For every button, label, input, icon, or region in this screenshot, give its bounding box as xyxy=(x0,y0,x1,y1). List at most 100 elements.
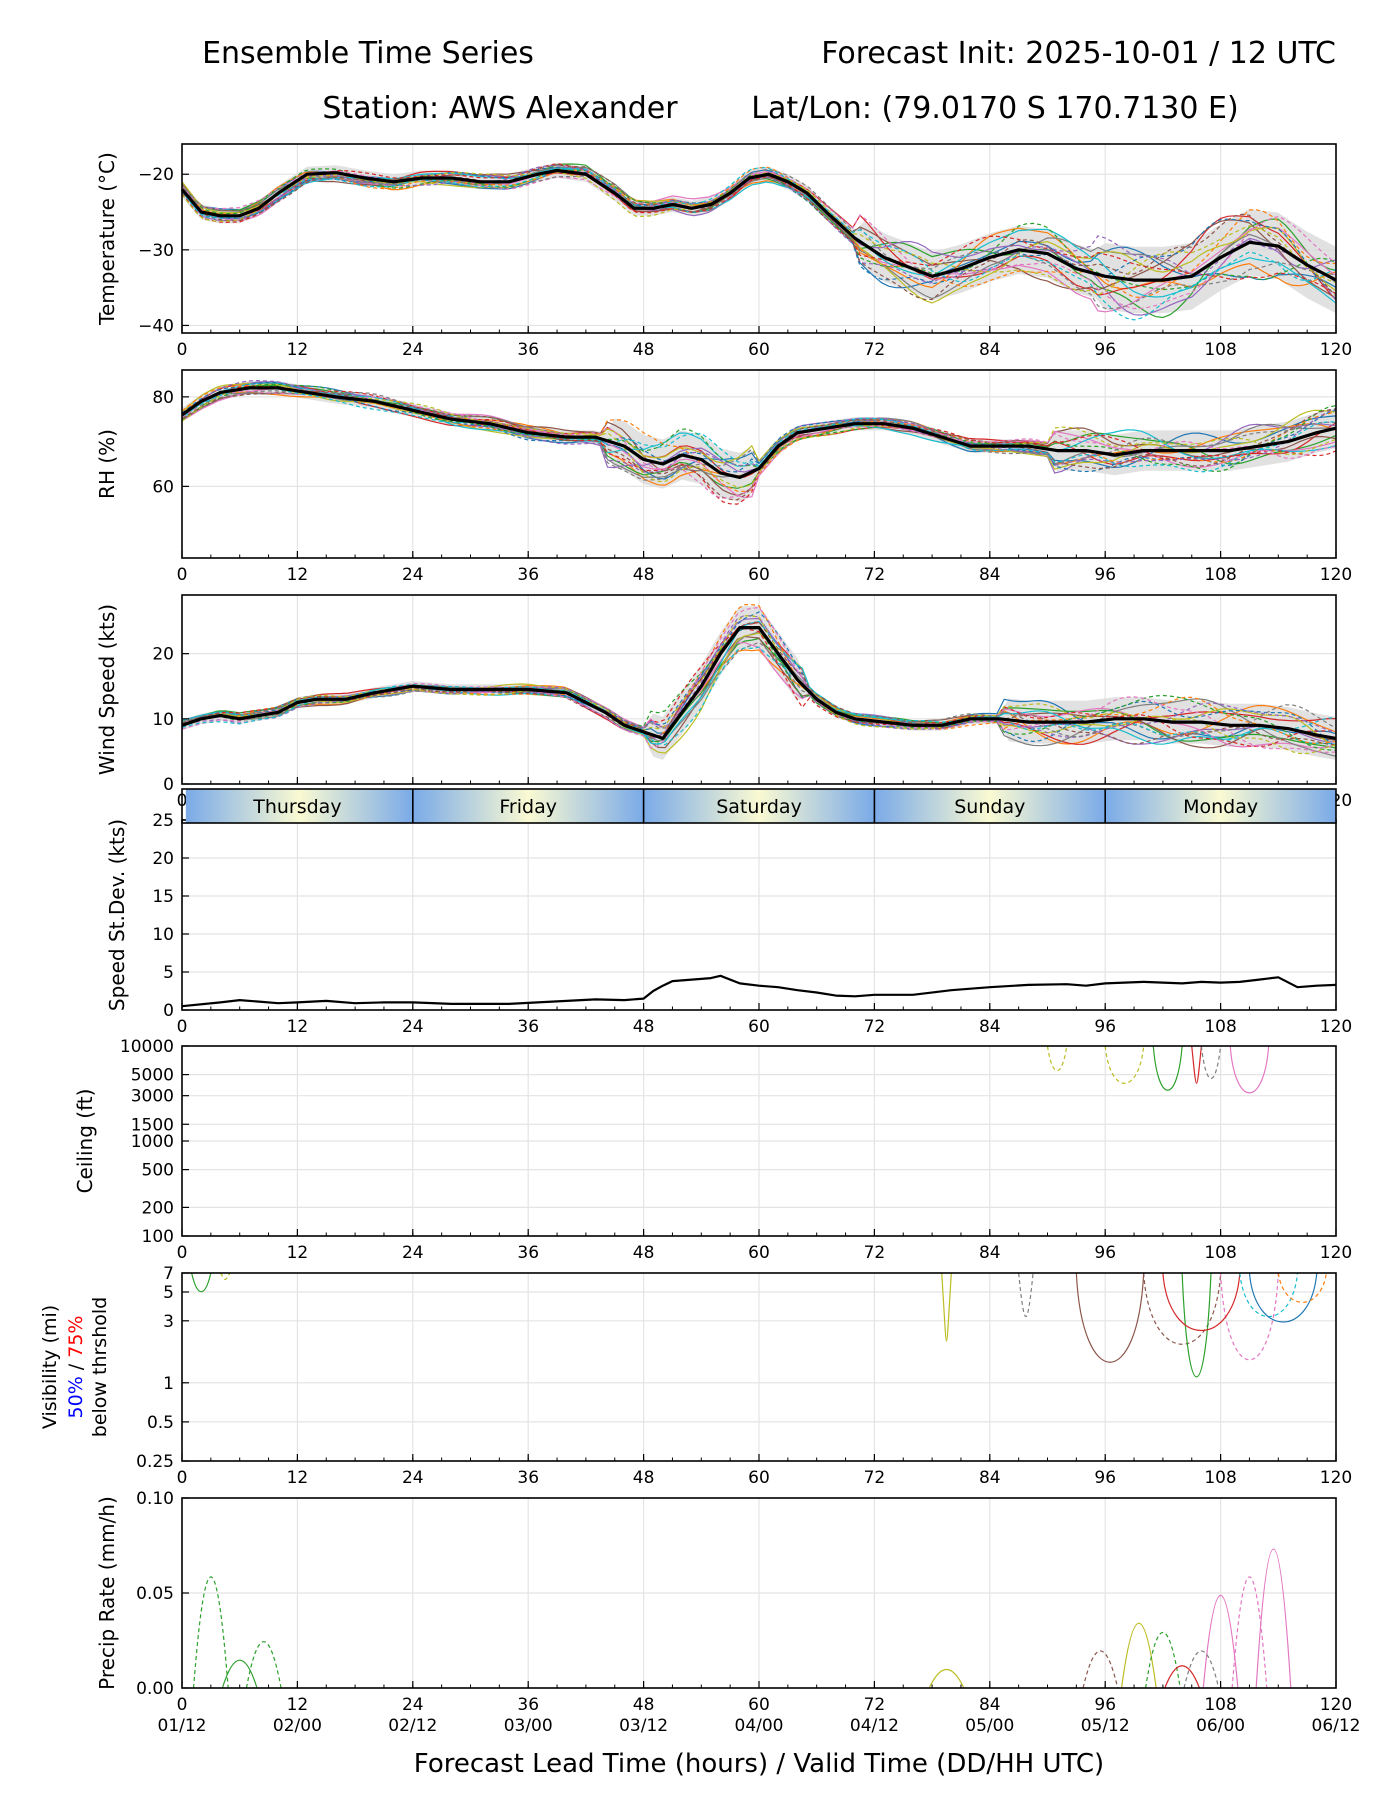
member-line-temp xyxy=(181,170,1337,310)
y-tick-label: 7 xyxy=(163,1264,174,1284)
member-line-ceiling xyxy=(1104,1045,1145,1084)
x-tick-label: 108 xyxy=(1204,1695,1236,1715)
threshold-separator: / xyxy=(65,1358,87,1376)
x-tick-label: 120 xyxy=(1320,1017,1352,1037)
x-tick-label: 0 xyxy=(177,1017,188,1037)
y-tick-label: 0.10 xyxy=(136,1489,174,1509)
title-left: Ensemble Time Series xyxy=(202,36,534,71)
x-tick-label: 24 xyxy=(402,340,424,360)
valid-time-label: 06/12 xyxy=(1312,1716,1361,1736)
y-axis-label: Visibility (mi) xyxy=(39,1305,61,1429)
y-tick-label: 10000 xyxy=(120,1037,174,1057)
x-tick-label: 36 xyxy=(517,1468,539,1488)
day-label: Saturday xyxy=(716,796,802,818)
y-tick-label: 0 xyxy=(163,775,174,795)
member-line-vis xyxy=(1075,1272,1145,1363)
y-tick-label: 10 xyxy=(152,710,174,730)
member-line-vis xyxy=(191,1272,212,1293)
spread-band-temp xyxy=(182,162,1336,314)
member-line-vis xyxy=(1277,1272,1327,1303)
member-line-rh xyxy=(181,384,1337,492)
member-line-rh xyxy=(181,382,1337,470)
x-tick-label: 12 xyxy=(287,1243,309,1263)
member-line-ceiling xyxy=(1046,1045,1068,1071)
y-tick-label: 20 xyxy=(152,849,174,869)
panels: 0 12 24 36 48 60 72 84 96 108 120−40−30−20Temperat… xyxy=(39,143,1361,1736)
x-tick-label: 96 xyxy=(1094,1468,1116,1488)
x-tick-label: 24 xyxy=(402,1468,424,1488)
y-tick-label: 60 xyxy=(152,477,174,497)
y-tick-label: −40 xyxy=(138,316,174,336)
x-tick-label: 0 xyxy=(177,1243,188,1263)
y-axis-label: Ceiling (ft) xyxy=(73,1089,97,1194)
y-tick-label: 10 xyxy=(152,925,174,945)
grid-vis xyxy=(181,1272,1337,1462)
x-tick-label: 36 xyxy=(517,565,539,585)
member-line-precip xyxy=(1231,1576,1268,1689)
member-line-vis xyxy=(1248,1272,1318,1323)
y-tick-label: 1 xyxy=(163,1374,174,1394)
x-tick-label: 0 xyxy=(177,340,188,360)
panel-ceiling: 0 12 24 36 48 60 72 84 96 108 120 100 200 500 10001500… xyxy=(73,1037,1352,1263)
member-line-precip xyxy=(245,1641,282,1689)
y-axis-label: RH (%) xyxy=(95,429,119,499)
x-tick-label: 84 xyxy=(979,565,1001,585)
panel-sd: 0 12 24 36 48 60 72 84 96 108 120 0 5 10 15 20 25 Speed S… xyxy=(105,811,1352,1037)
valid-time-label: 03/12 xyxy=(619,1716,668,1736)
x-tick-label: 120 xyxy=(1320,340,1352,360)
x-tick-label: 0 xyxy=(177,1468,188,1488)
x-tick-label: 60 xyxy=(748,1243,770,1263)
x-tick-label: 84 xyxy=(979,1695,1001,1715)
member-line-precip xyxy=(192,1576,229,1689)
member-line-precip xyxy=(1202,1595,1239,1689)
y-tick-label: 3000 xyxy=(131,1087,174,1107)
x-tick-label: 96 xyxy=(1094,1243,1116,1263)
x-tick-label: 48 xyxy=(633,1468,655,1488)
y-tick-label: 3 xyxy=(163,1312,174,1332)
x-tick-label: 12 xyxy=(287,1695,309,1715)
y-tick-label: −20 xyxy=(138,165,174,185)
member-line-precip xyxy=(221,1659,258,1689)
grid-precip xyxy=(181,1497,1337,1689)
member-line-vis xyxy=(1018,1272,1034,1317)
member-line-precip xyxy=(1120,1622,1157,1689)
y-tick-label: 5 xyxy=(163,1283,174,1303)
valid-time-label: 05/12 xyxy=(1081,1716,1130,1736)
x-tick-label: 24 xyxy=(402,1243,424,1263)
y-tick-label: 5000 xyxy=(131,1066,174,1086)
member-line-vis xyxy=(941,1272,952,1342)
x-tick-label: 60 xyxy=(748,340,770,360)
mean-line-temp xyxy=(180,168,1337,282)
member-line-precip xyxy=(928,1669,965,1689)
mean-line-wind xyxy=(181,626,1337,740)
x-tick-label: 0 xyxy=(177,1695,188,1715)
x-tick-label: 72 xyxy=(864,565,886,585)
y-tick-label: 15 xyxy=(152,887,174,907)
member-line-temp xyxy=(181,171,1337,296)
x-tick-label: 108 xyxy=(1204,1017,1236,1037)
panel-wind: 0122436486072849610812001020Wind Speed (… xyxy=(95,594,1352,811)
x-tick-label: 24 xyxy=(402,1695,424,1715)
valid-time-label: 05/00 xyxy=(965,1716,1014,1736)
member-line-vis xyxy=(1143,1272,1222,1345)
day-cell-sunday xyxy=(874,789,1106,823)
valid-time-label: 01/12 xyxy=(158,1716,207,1736)
grid-ceiling xyxy=(181,1045,1337,1237)
threshold-50: 50% xyxy=(65,1376,87,1418)
x-tick-label: 120 xyxy=(1320,1243,1352,1263)
x-tick-label: 48 xyxy=(633,565,655,585)
station-label: Station: AWS Alexander xyxy=(322,91,678,126)
member-line-temp xyxy=(181,168,1337,310)
y-tick-label: 5 xyxy=(163,963,174,983)
day-cell-thursday xyxy=(185,789,413,823)
y-axis-label: Wind Speed (kts) xyxy=(95,604,119,775)
y-tick-label: 500 xyxy=(142,1161,174,1181)
y-tick-label: −30 xyxy=(138,241,174,261)
x-tick-label: 72 xyxy=(864,1468,886,1488)
x-tick-label: 72 xyxy=(864,1017,886,1037)
valid-time-label: 04/00 xyxy=(735,1716,784,1736)
x-tick-label: 108 xyxy=(1204,1243,1236,1263)
x-tick-label: 84 xyxy=(979,1243,1001,1263)
member-line-ceiling xyxy=(1200,1045,1222,1080)
